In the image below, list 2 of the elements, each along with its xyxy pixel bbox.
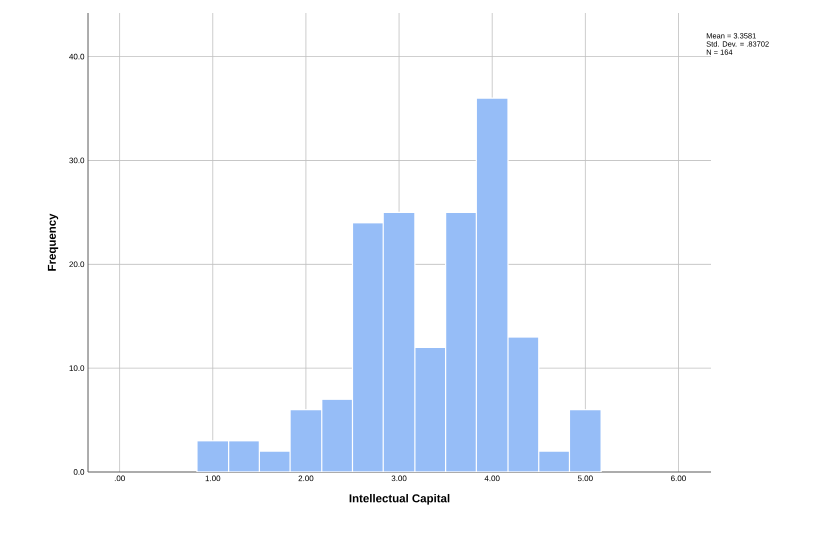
x-axis-title: Intellectual Capital: [350, 494, 450, 505]
y-axis-title: Frequency: [48, 214, 58, 271]
